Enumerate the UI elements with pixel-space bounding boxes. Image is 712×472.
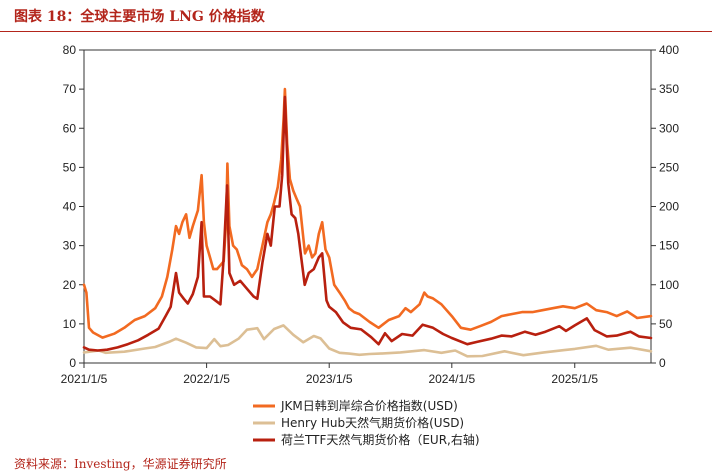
plot-frame bbox=[83, 49, 652, 364]
x-tick-label: 2025/1/5 bbox=[551, 372, 598, 386]
right-tick-label: 100 bbox=[659, 278, 679, 292]
series-line-henry-hub bbox=[82, 324, 653, 358]
source-note: 资料来源：Investing，华源证券研究所 bbox=[14, 457, 227, 471]
x-axis: 2021/1/5 2022/1/5 2023/1/5 2024/1/5 2025/1/5 bbox=[61, 363, 598, 386]
right-tick-label: 200 bbox=[659, 200, 679, 214]
figure-title: 图表 18：全球主要市场 LNG 价格指数 bbox=[14, 9, 265, 25]
left-tick-label: 0 bbox=[69, 356, 76, 370]
left-tick-label: 50 bbox=[63, 160, 77, 174]
left-tick-label: 10 bbox=[63, 317, 77, 331]
legend-item-henry-hub-label: Henry Hub天然气期货价格(USD) bbox=[281, 415, 464, 430]
legend-item-jkm-label: JKM日韩到岸综合价格指数(USD) bbox=[280, 398, 458, 413]
right-tick-label: 0 bbox=[659, 356, 666, 370]
x-tick-label: 2021/1/5 bbox=[61, 372, 108, 386]
legend: JKM日韩到岸综合价格指数(USD) Henry Hub天然气期货价格(USD) 荷… bbox=[253, 398, 480, 447]
left-tick-label: 80 bbox=[63, 43, 77, 57]
left-tick-label: 20 bbox=[63, 278, 77, 292]
left-tick-label: 30 bbox=[63, 239, 77, 253]
left-tick-label: 60 bbox=[63, 121, 77, 135]
left-tick-label: 40 bbox=[63, 200, 77, 214]
right-tick-label: 250 bbox=[659, 160, 679, 174]
left-tick-label: 70 bbox=[63, 82, 77, 96]
right-tick-label: 50 bbox=[659, 317, 673, 331]
right-axis: 0 50 100 150 200 250 300 350 400 bbox=[651, 43, 679, 370]
right-tick-label: 400 bbox=[659, 43, 679, 57]
title-rule bbox=[0, 31, 712, 32]
series-line-ttf bbox=[82, 95, 653, 352]
legend-item-ttf-label: 荷兰TTF天然气期货价格（EUR,右轴) bbox=[281, 432, 480, 447]
right-tick-label: 150 bbox=[659, 239, 679, 253]
right-tick-label: 300 bbox=[659, 121, 679, 135]
x-tick-label: 2023/1/5 bbox=[306, 372, 353, 386]
right-tick-label: 350 bbox=[659, 82, 679, 96]
x-tick-label: 2024/1/5 bbox=[428, 372, 475, 386]
series-line-jkm bbox=[82, 87, 653, 339]
x-tick-label: 2022/1/5 bbox=[183, 372, 230, 386]
left-axis: 0 10 20 30 40 50 60 70 80 bbox=[63, 43, 84, 370]
series-layer bbox=[82, 87, 653, 358]
